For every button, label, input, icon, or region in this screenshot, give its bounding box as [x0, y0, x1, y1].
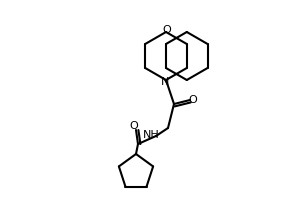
Text: O: O — [163, 25, 171, 35]
Text: O: O — [189, 95, 197, 105]
Text: N: N — [161, 77, 169, 87]
Text: NH: NH — [143, 130, 160, 140]
Text: O: O — [130, 121, 138, 131]
